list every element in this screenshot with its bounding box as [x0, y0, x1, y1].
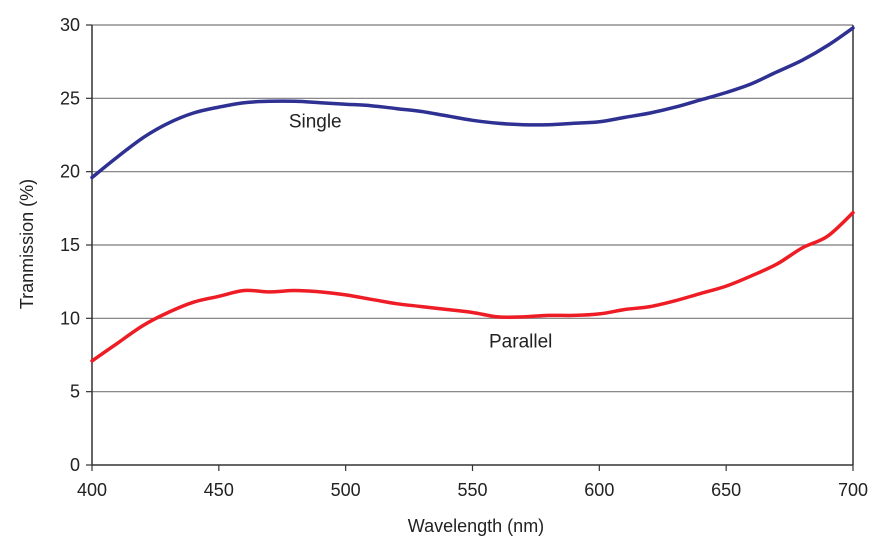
x-tick-label: 650 [711, 480, 741, 500]
x-tick-label: 500 [331, 480, 361, 500]
y-axis-title: Tranmission (%) [17, 179, 37, 309]
series-line-parallel [90, 210, 855, 363]
tick-labels: 0 5 10 15 20 25 30 400 450 500 550 600 650 700 [60, 15, 868, 500]
y-tick-label: 15 [60, 235, 80, 255]
y-tick-label: 20 [60, 162, 80, 182]
x-tick-label: 700 [838, 480, 868, 500]
x-tick-label: 550 [457, 480, 487, 500]
gridlines [92, 24, 853, 393]
y-tick-label: 0 [70, 455, 80, 475]
series-label-parallel: Parallel [489, 332, 552, 353]
x-tick-label: 450 [204, 480, 234, 500]
y-tick-label: 30 [60, 15, 80, 35]
series-annotations: Single Parallel [289, 112, 553, 353]
x-tick-label: 400 [77, 480, 107, 500]
axes [86, 24, 854, 471]
series-line-single [90, 26, 855, 180]
x-tick-label: 600 [584, 480, 614, 500]
y-tick-label: 10 [60, 308, 80, 328]
x-axis-title: Wavelength (nm) [408, 516, 544, 536]
y-tick-label: 25 [60, 88, 80, 108]
series-label-single: Single [289, 112, 342, 133]
y-tick-label: 5 [70, 382, 80, 402]
series-lines [90, 26, 855, 363]
